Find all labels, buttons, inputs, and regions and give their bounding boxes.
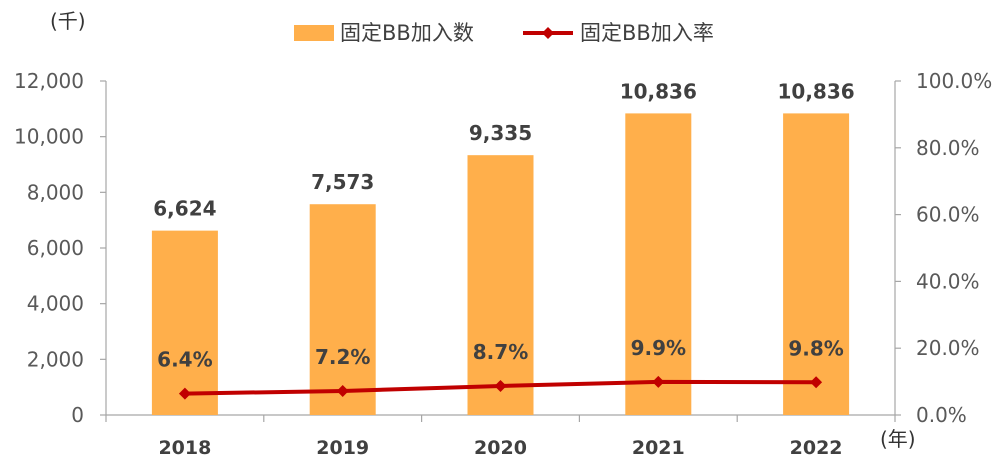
legend-swatch-bar xyxy=(294,25,334,41)
rate-marker xyxy=(652,375,665,388)
left-tick-label: 8,000 xyxy=(27,180,84,204)
left-tick-label: 6,000 xyxy=(27,236,84,260)
rate-marker xyxy=(810,376,823,389)
bar xyxy=(783,113,850,415)
x-axis-ticks xyxy=(105,415,896,422)
bar xyxy=(309,204,376,415)
rate-value-label: 6.4% xyxy=(157,348,212,372)
right-axis-ticks: 0.0% 20.0% 40.0% 60.0% 80.0% 100.0% xyxy=(895,69,992,427)
bar-value-label: 9,335 xyxy=(469,121,532,145)
left-tick-label: 4,000 xyxy=(27,292,84,316)
left-axis-unit-label: (千) xyxy=(50,9,86,33)
rate-value-label: 7.2% xyxy=(315,345,370,369)
rate-marker xyxy=(336,384,349,397)
bar xyxy=(467,155,534,415)
legend-swatch-marker xyxy=(542,27,554,39)
legend: 固定BB加入数 固定BB加入率 xyxy=(294,21,714,45)
legend-label-bar: 固定BB加入数 xyxy=(340,21,474,45)
right-tick-label: 20.0% xyxy=(916,336,980,360)
bar-value-label: 10,836 xyxy=(778,79,855,103)
left-tick-label: 2,000 xyxy=(27,347,84,371)
right-tick-label: 0.0% xyxy=(916,403,967,427)
rate-value-label: 9.8% xyxy=(788,336,843,360)
bar-value-label: 6,624 xyxy=(153,197,216,221)
right-tick-label: 40.0% xyxy=(916,269,980,293)
category-label: 2019 xyxy=(316,437,369,459)
category-label: 2022 xyxy=(790,437,843,459)
rate-value-label: 9.9% xyxy=(631,336,686,360)
x-axis-unit-label: (年) xyxy=(880,427,916,451)
right-tick-label: 100.0% xyxy=(916,69,992,93)
bar-value-label: 10,836 xyxy=(620,79,697,103)
bar-data-labels: 6,624 7,573 9,335 10,836 10,836 xyxy=(153,79,854,220)
right-tick-label: 60.0% xyxy=(916,203,980,227)
bar xyxy=(151,230,218,415)
rate-marker xyxy=(494,379,507,392)
category-label: 2020 xyxy=(474,437,527,459)
line-series xyxy=(178,375,823,400)
bar-series xyxy=(151,113,850,415)
left-tick-label: 0 xyxy=(71,403,84,427)
left-axis-ticks: 0 2,000 4,000 6,000 8,000 10,000 12,000 xyxy=(14,69,106,427)
bar-value-label: 7,573 xyxy=(311,170,374,194)
legend-label-line: 固定BB加入率 xyxy=(580,21,714,45)
line-data-labels: 6.4% 7.2% 8.7% 9.9% 9.8% xyxy=(157,336,844,372)
rate-value-label: 8.7% xyxy=(473,340,528,364)
bar xyxy=(625,113,692,415)
left-tick-label: 10,000 xyxy=(14,125,84,149)
right-tick-label: 80.0% xyxy=(916,136,980,160)
category-labels: 2018 2019 2020 2021 2022 xyxy=(158,437,842,459)
category-label: 2021 xyxy=(632,437,685,459)
category-label: 2018 xyxy=(158,437,211,459)
left-tick-label: 12,000 xyxy=(14,69,84,93)
rate-marker xyxy=(178,387,191,400)
